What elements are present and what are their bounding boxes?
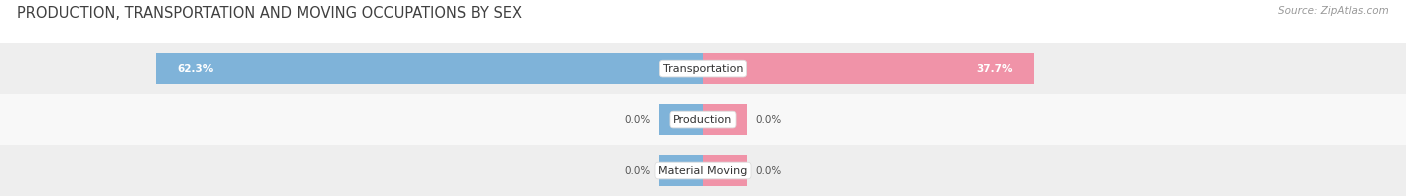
Bar bbox=[703, 104, 747, 135]
Text: 0.0%: 0.0% bbox=[624, 165, 650, 176]
Text: Source: ZipAtlas.com: Source: ZipAtlas.com bbox=[1278, 6, 1389, 16]
Text: 62.3%: 62.3% bbox=[177, 64, 214, 74]
Bar bbox=[659, 104, 703, 135]
Bar bbox=[0, 145, 1406, 196]
Bar bbox=[0, 94, 1406, 145]
Text: Material Moving: Material Moving bbox=[658, 165, 748, 176]
Bar bbox=[0, 43, 1406, 94]
Text: 0.0%: 0.0% bbox=[624, 114, 650, 125]
Bar bbox=[703, 53, 1035, 84]
Bar bbox=[659, 155, 703, 186]
Text: PRODUCTION, TRANSPORTATION AND MOVING OCCUPATIONS BY SEX: PRODUCTION, TRANSPORTATION AND MOVING OC… bbox=[17, 6, 522, 21]
Text: 0.0%: 0.0% bbox=[756, 165, 782, 176]
Bar bbox=[156, 53, 703, 84]
Text: 0.0%: 0.0% bbox=[756, 114, 782, 125]
Text: Transportation: Transportation bbox=[662, 64, 744, 74]
Text: 37.7%: 37.7% bbox=[976, 64, 1012, 74]
Bar bbox=[703, 155, 747, 186]
Text: Production: Production bbox=[673, 114, 733, 125]
